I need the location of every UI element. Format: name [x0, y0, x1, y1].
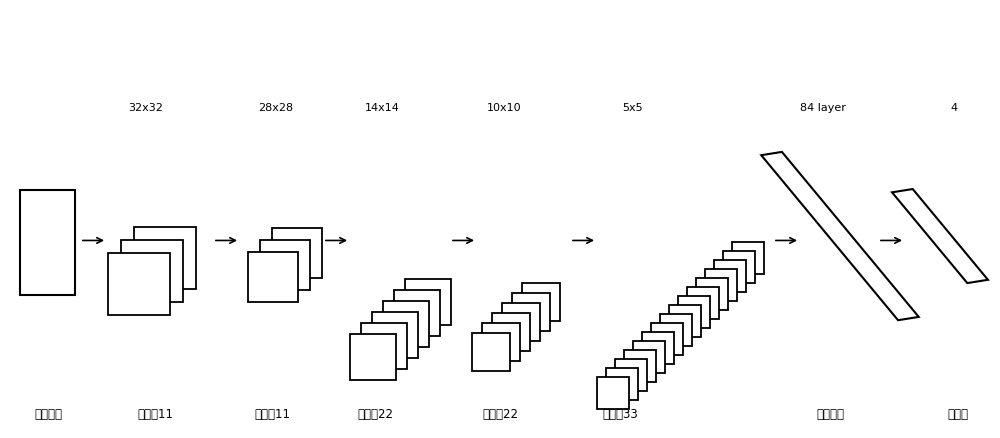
Text: 全连接层: 全连接层: [816, 407, 844, 420]
Text: 28x28: 28x28: [258, 102, 293, 112]
Bar: [615, 360, 647, 392]
Bar: [606, 369, 638, 400]
Text: 池化北22: 池化北22: [482, 407, 518, 420]
Bar: [350, 334, 396, 380]
Bar: [405, 279, 451, 325]
Bar: [633, 342, 665, 374]
Bar: [696, 279, 728, 311]
Text: 卷积北11: 卷积北11: [137, 407, 173, 420]
Bar: [723, 252, 755, 284]
Text: 灰度图片: 灰度图片: [34, 407, 62, 420]
Bar: [522, 283, 560, 321]
Bar: [272, 228, 322, 278]
Bar: [502, 303, 540, 341]
Text: 池化北11: 池化北11: [254, 407, 290, 420]
Bar: [714, 261, 746, 293]
Text: 卷积北22: 卷积北22: [357, 407, 393, 420]
Text: 5x5: 5x5: [622, 102, 643, 112]
Bar: [394, 290, 440, 336]
Bar: [482, 323, 520, 361]
Bar: [248, 252, 298, 302]
Bar: [687, 288, 719, 320]
Bar: [512, 293, 550, 331]
Bar: [260, 240, 310, 290]
Bar: [20, 191, 75, 296]
Text: 输出层: 输出层: [948, 407, 968, 420]
Bar: [134, 228, 196, 290]
Bar: [705, 270, 737, 302]
Bar: [678, 297, 710, 328]
Bar: [651, 324, 683, 356]
Bar: [372, 312, 418, 358]
Text: 32x32: 32x32: [128, 102, 163, 112]
Bar: [669, 306, 701, 338]
Bar: [660, 315, 692, 346]
Bar: [492, 313, 530, 351]
Text: 10x10: 10x10: [487, 102, 522, 112]
Bar: [108, 254, 170, 315]
Bar: [732, 243, 764, 275]
Text: 14x14: 14x14: [365, 102, 400, 112]
Text: 卷积北33: 卷积北33: [602, 407, 638, 420]
Bar: [642, 333, 674, 364]
Bar: [624, 351, 656, 382]
Bar: [383, 301, 429, 347]
Bar: [472, 333, 510, 371]
Bar: [361, 323, 407, 369]
Text: 4: 4: [950, 102, 957, 112]
Polygon shape: [761, 152, 919, 321]
Bar: [121, 240, 183, 302]
Text: 84 layer: 84 layer: [800, 102, 846, 112]
Bar: [597, 378, 629, 410]
Polygon shape: [892, 190, 988, 283]
